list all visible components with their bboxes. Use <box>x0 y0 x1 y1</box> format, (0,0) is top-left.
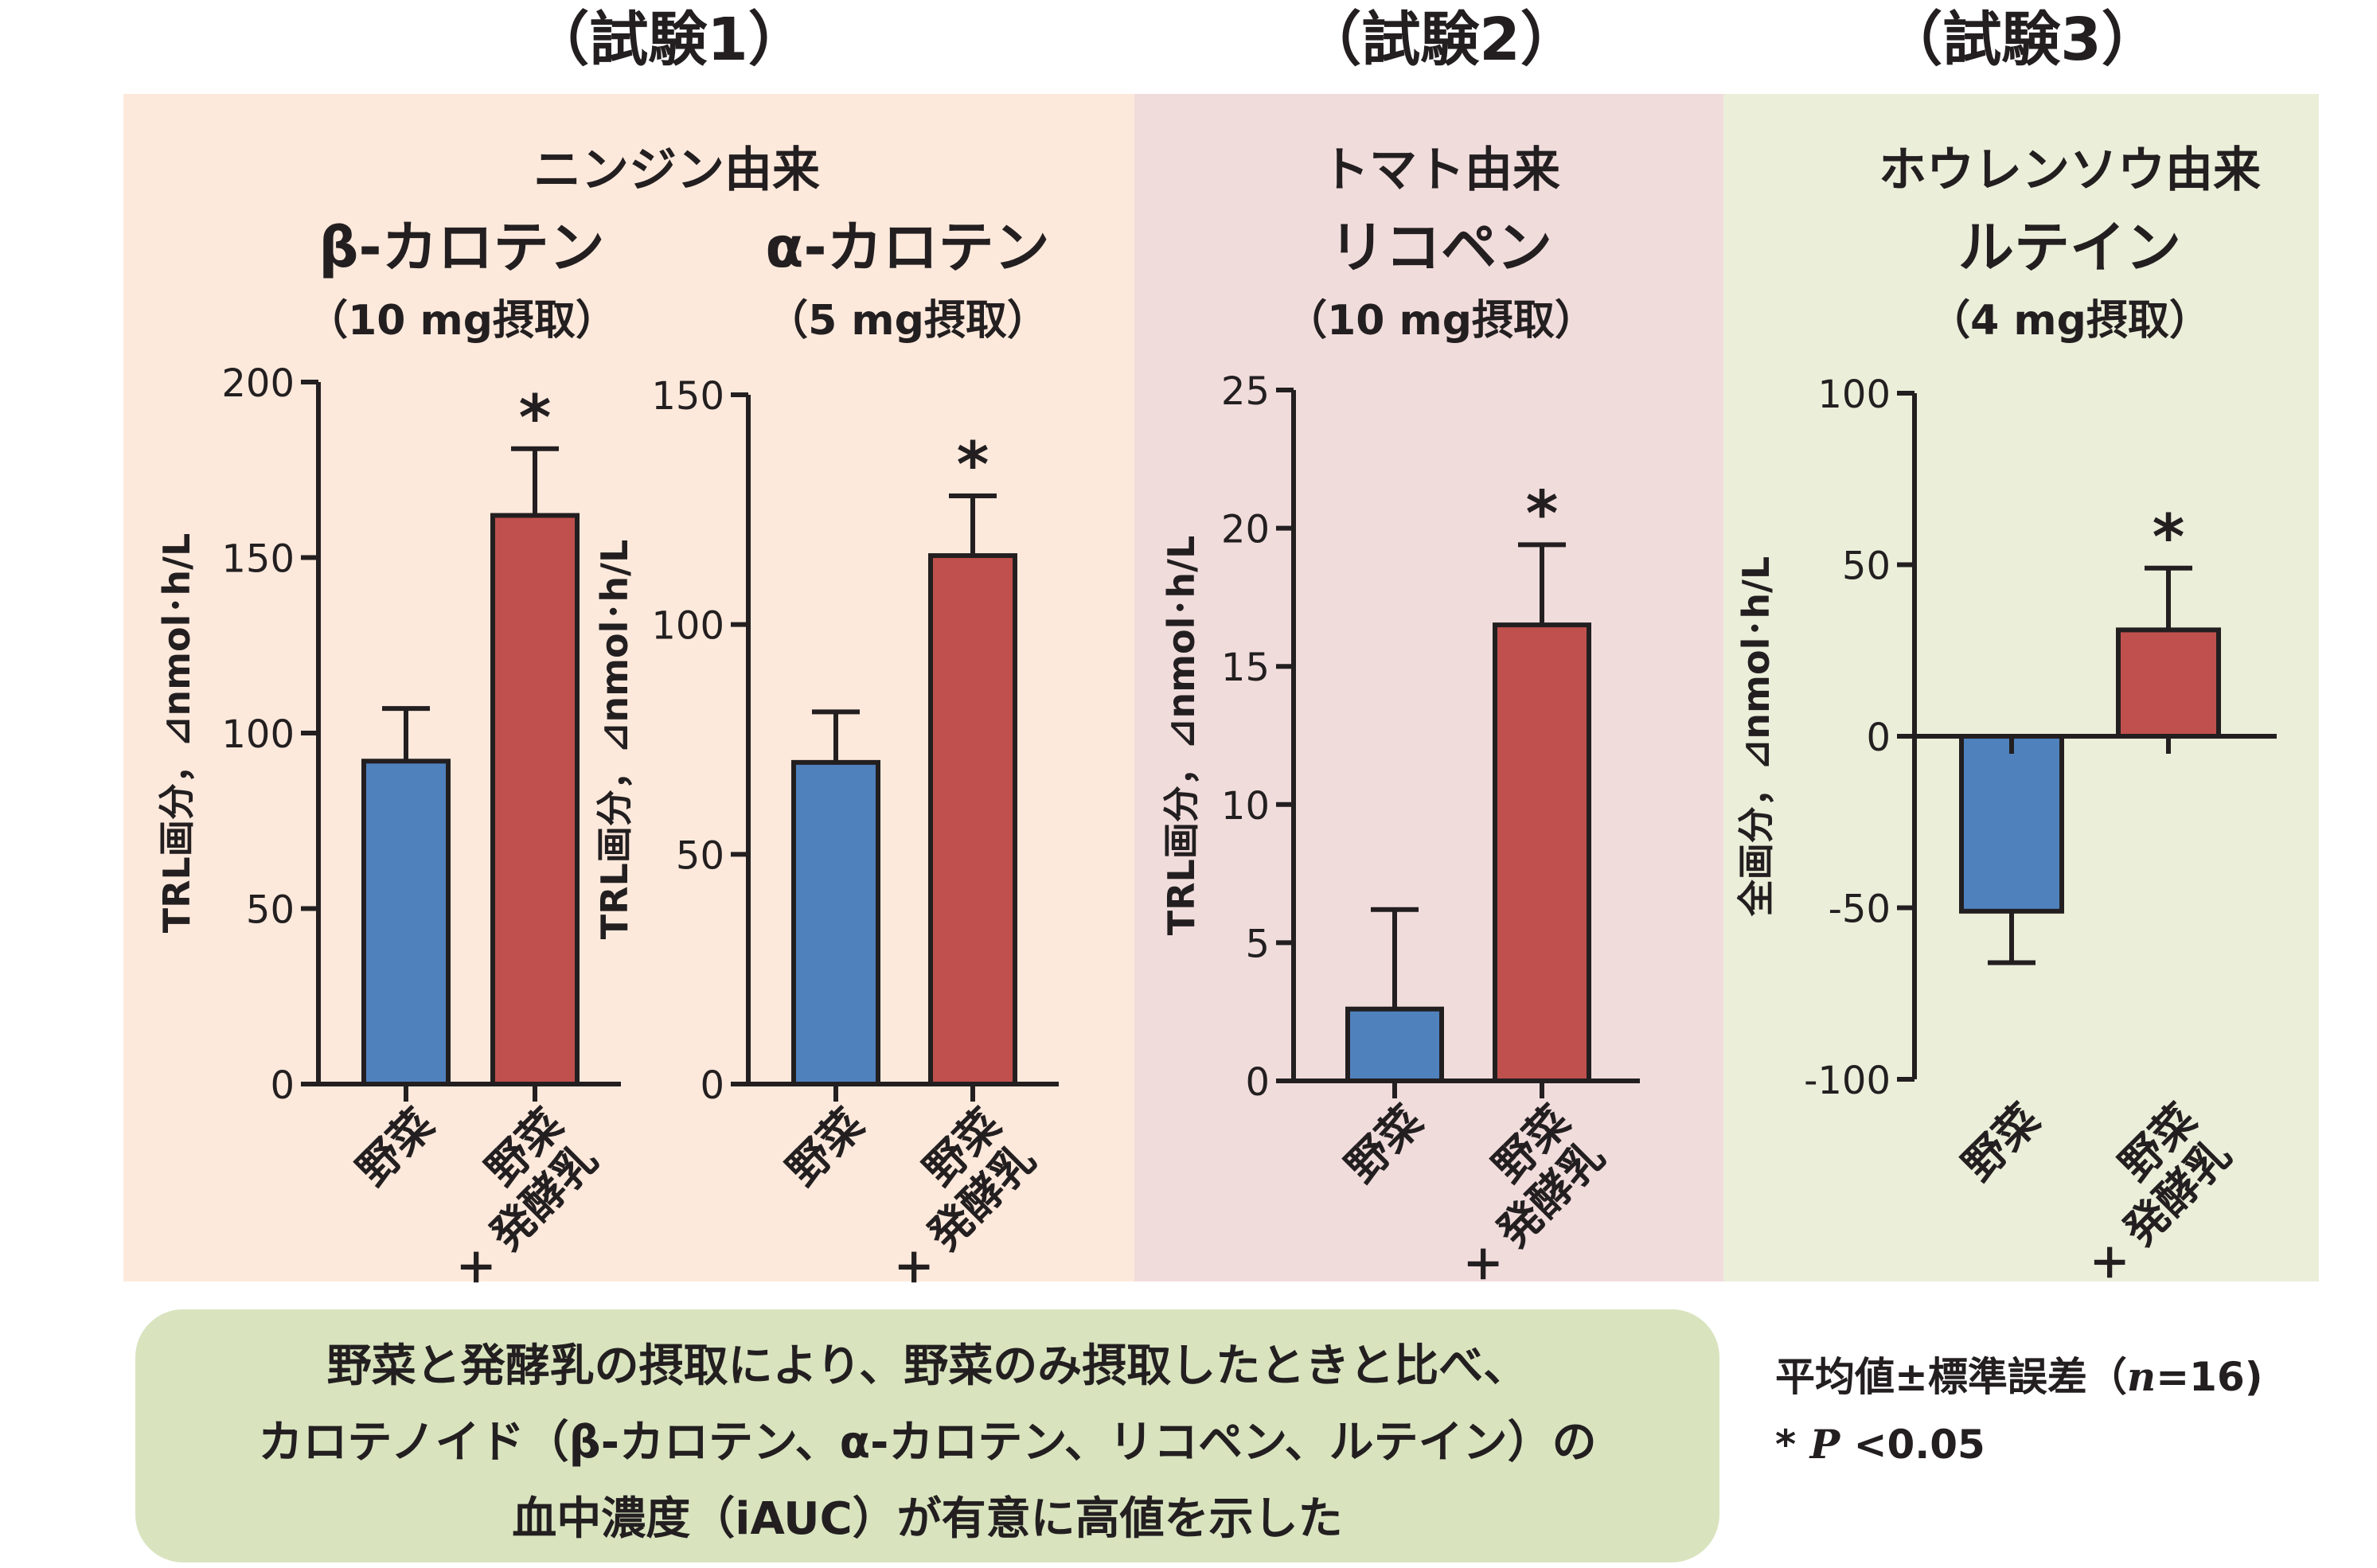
legend-p: P <box>1809 1421 1840 1468</box>
dose-label-lutein: （4 mg摂取） <box>1929 297 2211 345</box>
y-tick-label: 50 <box>246 888 295 933</box>
legend-n: n <box>2126 1353 2156 1400</box>
y-tick-label: 0 <box>1866 716 1891 760</box>
nutrient-title-alpha-carotene: α-カロテン <box>765 215 1050 280</box>
y-tick-label: 100 <box>221 712 295 757</box>
y-axis-label: TRL画分，⊿nmol･h/L <box>593 540 636 940</box>
bar-vegetable-fermented-milk <box>2116 627 2221 739</box>
significance-marker: * <box>519 383 552 454</box>
y-tick-label: 5 <box>1245 922 1270 966</box>
source-label-carrot: ニンジン由来 <box>533 142 820 198</box>
summary-box: 野菜と発酵乳の摂取により、野菜のみ摂取したときと比べ、 カロテノイド（β-カロテ… <box>135 1309 1719 1562</box>
y-tick-label: 0 <box>270 1063 295 1108</box>
y-tick-label: 200 <box>221 361 295 406</box>
x-category-label: 野菜 <box>1953 1094 2049 1191</box>
legend-star: * <box>1775 1422 1810 1468</box>
y-tick-label: 25 <box>1221 369 1270 414</box>
nutrient-title-lycopene: リコペン <box>1329 215 1552 280</box>
y-tick-label: 150 <box>221 537 295 582</box>
y-tick-label: 20 <box>1221 508 1270 552</box>
legend-p-value: <0.05 <box>1840 1422 1985 1468</box>
summary-line-2: カロテノイド（β-カロテン、α-カロテン、リコペン、ルテイン）の <box>258 1417 1597 1469</box>
bar-vegetable-fermented-milk <box>1493 622 1591 1083</box>
trial2-panel <box>1134 94 1723 1281</box>
bar-vegetable <box>791 759 880 1086</box>
y-tick-label: 15 <box>1221 646 1270 690</box>
y-tick-label: 10 <box>1221 784 1270 829</box>
legend-stats: 平均値±標準誤差（n=16) <box>1775 1345 2263 1402</box>
nutrient-title-beta-carotene: β-カロテン <box>318 215 605 280</box>
y-tick-label: 100 <box>651 604 724 649</box>
dose-label-alpha-carotene: （5 mg摂取） <box>767 297 1048 345</box>
trial3-title: （試験3） <box>1883 6 2160 74</box>
y-axis-label: 全画分，⊿nmol･h/L <box>1735 556 1778 917</box>
y-tick-label: -100 <box>1804 1059 1891 1103</box>
y-tick-label: 150 <box>651 374 724 419</box>
y-tick-label: 0 <box>700 1063 724 1108</box>
y-tick-label: 100 <box>1817 372 1891 417</box>
x-category-label-line: 野菜 <box>1953 1094 2049 1191</box>
legend-n-value: =16) <box>2156 1354 2263 1400</box>
x-category-label: 野菜× 発酵乳 <box>2078 1094 2241 1292</box>
nutrient-title-lutein: ルテイン <box>1958 215 2181 280</box>
significance-marker: * <box>2153 502 2185 574</box>
legend-mean-se: 平均値±標準誤差（ <box>1775 1354 2127 1400</box>
dose-label-beta-carotene: （10 mg摂取） <box>306 297 617 345</box>
y-axis-label: TRL画分，⊿nmol･h/L <box>155 533 198 934</box>
bar-vegetable <box>361 759 451 1087</box>
y-tick-label: 0 <box>1245 1060 1270 1105</box>
trial2-title: （試験2） <box>1302 6 1579 74</box>
significance-marker: * <box>957 430 989 501</box>
bar-vegetable <box>1959 734 2064 914</box>
significance-marker: * <box>1526 478 1559 550</box>
y-tick-label: 50 <box>1842 544 1891 589</box>
legend-significance: * P <0.05 <box>1775 1421 1985 1468</box>
y-axis-label: TRL画分，⊿nmol･h/L <box>1160 536 1203 936</box>
source-label-tomato: トマト由来 <box>1321 142 1560 198</box>
y-tick-label: 50 <box>676 833 724 878</box>
y-tick-label: -50 <box>1829 887 1891 932</box>
summary-line-3: 血中濃度（iAUC）が有意に高値を示した <box>512 1493 1343 1545</box>
summary-line-1: 野菜と発酵乳の摂取により、野菜のみ摂取したときと比べ、 <box>326 1340 1528 1392</box>
dose-label-lycopene: （10 mg摂取） <box>1286 297 1596 345</box>
source-label-spinach: ホウレンソウ由来 <box>1879 142 2261 198</box>
trial1-title: （試験1） <box>530 6 807 74</box>
